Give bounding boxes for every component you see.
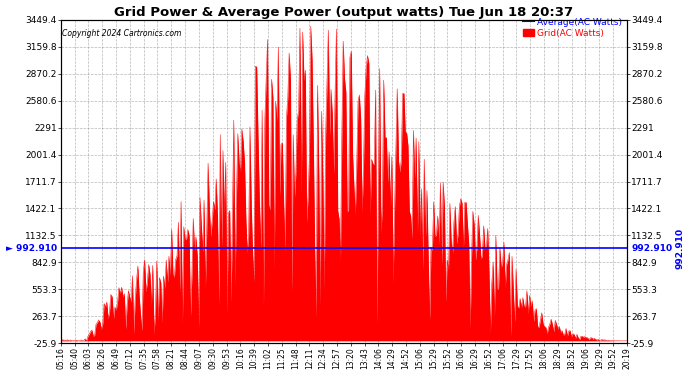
Text: 992.910: 992.910 [631,244,672,253]
Text: 992.910: 992.910 [676,228,684,269]
Text: Copyright 2024 Cartronics.com: Copyright 2024 Cartronics.com [62,29,181,38]
Text: ► 992.910: ► 992.910 [6,244,57,253]
Title: Grid Power & Average Power (output watts) Tue Jun 18 20:37: Grid Power & Average Power (output watts… [115,6,573,18]
Legend: Average(AC Watts), Grid(AC Watts): Average(AC Watts), Grid(AC Watts) [523,18,622,38]
